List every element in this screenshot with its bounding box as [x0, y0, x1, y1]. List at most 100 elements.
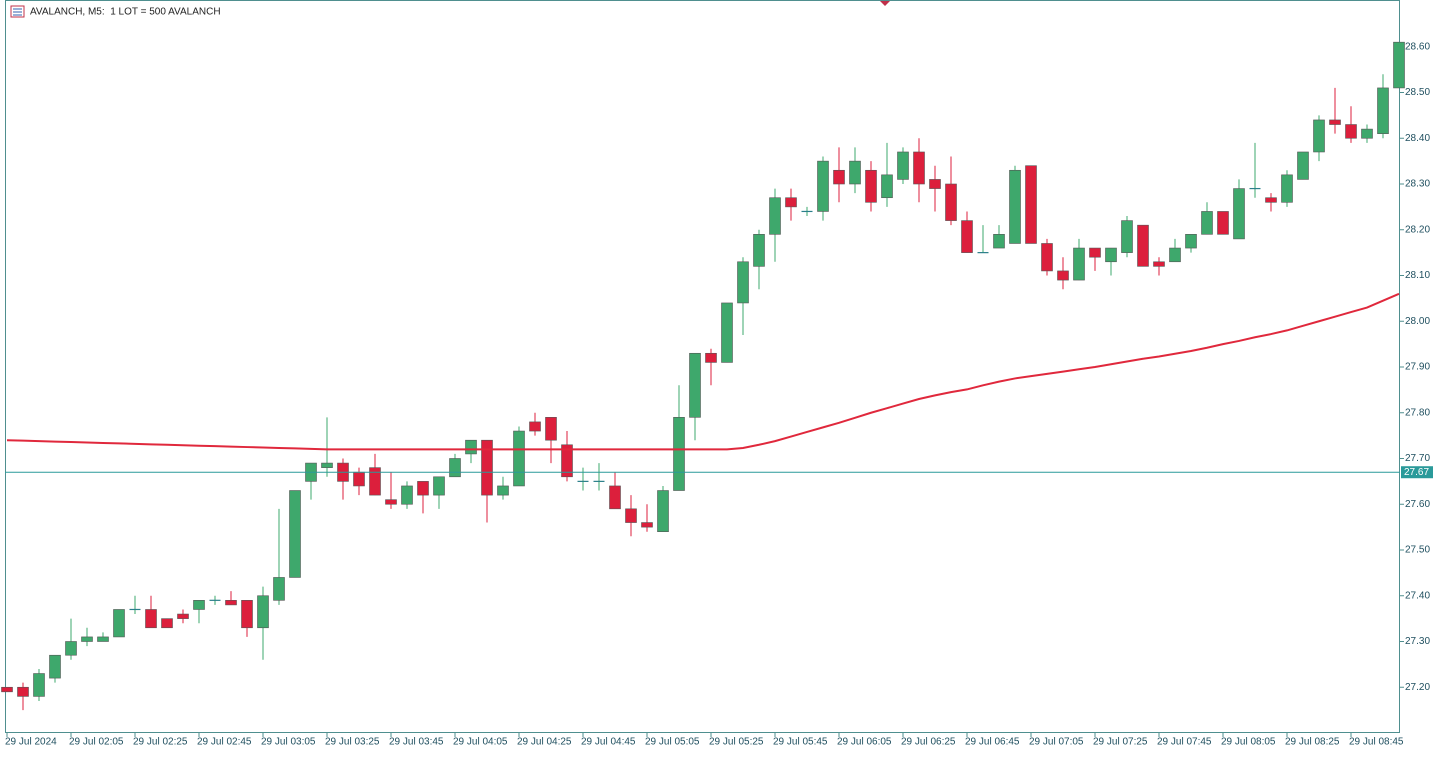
- y-tick-label: 28.20: [1405, 224, 1430, 235]
- candle-body: [673, 417, 685, 491]
- x-tick-label: 29 Jul 08:05: [1221, 737, 1276, 748]
- y-tick-label: 28.00: [1405, 316, 1430, 327]
- candle-body: [689, 352, 701, 418]
- candle-body: [289, 490, 301, 578]
- candle-body: [561, 444, 573, 478]
- candle-body: [993, 234, 1005, 249]
- x-tick-label: 29 Jul 06:05: [837, 737, 892, 748]
- candle-body: [145, 609, 157, 629]
- candle-body: [785, 197, 797, 208]
- x-tick-label: 29 Jul 07:05: [1029, 737, 1084, 748]
- x-tick-label: 29 Jul 06:25: [901, 737, 956, 748]
- candle-body: [1297, 151, 1309, 180]
- candle-body: [737, 261, 749, 304]
- y-tick-label: 27.90: [1405, 362, 1430, 373]
- y-tick-label: 27.40: [1405, 590, 1430, 601]
- y-tick-label: 28.30: [1405, 179, 1430, 190]
- x-tick-label: 29 Jul 08:45: [1349, 737, 1404, 748]
- candle-body: [1281, 174, 1293, 203]
- x-tick-label: 29 Jul 06:45: [965, 737, 1020, 748]
- candle-body: [273, 577, 285, 601]
- candle-body: [753, 234, 765, 267]
- candle-body: [913, 151, 925, 185]
- candle-body: [1361, 128, 1373, 139]
- candle-body: [97, 636, 109, 642]
- y-tick-label: 28.60: [1405, 41, 1430, 52]
- candle-body: [81, 636, 93, 642]
- candle-body: [1089, 247, 1101, 258]
- x-tick-label: 29 Jul 07:25: [1093, 737, 1148, 748]
- candle-body: [929, 179, 941, 189]
- candle-body: [881, 174, 893, 199]
- candle-body: [545, 417, 557, 441]
- x-tick-label: 29 Jul 03:45: [389, 737, 444, 748]
- candle-body: [1377, 87, 1389, 134]
- candle-body: [1185, 234, 1197, 249]
- x-tick-label: 29 Jul 04:05: [453, 737, 508, 748]
- candle-body: [1233, 188, 1245, 240]
- x-tick-label: 29 Jul 04:45: [581, 737, 636, 748]
- candle-body: [1201, 211, 1213, 235]
- candle-body: [465, 439, 477, 455]
- candle-body: [241, 600, 253, 629]
- candle-body: [433, 476, 445, 496]
- candle-body: [449, 458, 461, 478]
- current-price-label: 27.67: [1404, 467, 1429, 478]
- candle-body: [1121, 220, 1133, 253]
- candle-body: [833, 169, 845, 185]
- candle-body: [1137, 224, 1149, 267]
- candle-body: [1169, 247, 1181, 263]
- candle-body: [1041, 243, 1053, 272]
- candle-body: [1265, 197, 1277, 203]
- candle-body: [529, 421, 541, 432]
- candle-body: [705, 352, 717, 363]
- candle-body: [961, 220, 973, 253]
- candle-body: [321, 462, 333, 468]
- candle-body: [817, 160, 829, 212]
- candle-body: [353, 471, 365, 487]
- candle-body: [417, 481, 429, 496]
- y-tick-label: 27.70: [1405, 453, 1430, 464]
- candle-body: [225, 600, 237, 606]
- y-tick-label: 28.50: [1405, 87, 1430, 98]
- x-tick-label: 29 Jul 05:45: [773, 737, 828, 748]
- moving-average: [6, 292, 1400, 451]
- candle-body: [193, 600, 205, 610]
- candle-body: [849, 160, 861, 185]
- x-tick-label: 29 Jul 02:25: [133, 737, 188, 748]
- candle-body: [401, 485, 413, 505]
- x-tick-label: 29 Jul 07:45: [1157, 737, 1212, 748]
- x-tick-label: 29 Jul 08:25: [1285, 737, 1340, 748]
- current-price-box: [1401, 466, 1433, 479]
- candle-body: [1057, 270, 1069, 281]
- marker: [880, 1, 890, 6]
- candle-body: [625, 508, 637, 523]
- x-tick-label: 29 Jul 02:05: [69, 737, 124, 748]
- x-tick-label: 29 Jul 02:45: [197, 737, 252, 748]
- y-tick-label: 27.80: [1405, 407, 1430, 418]
- candle-body: [1105, 247, 1117, 263]
- candle-body: [17, 686, 29, 697]
- y-tick-label: 27.60: [1405, 499, 1430, 510]
- x-tick-label: 29 Jul 2024: [5, 737, 57, 748]
- candle-body: [865, 169, 877, 203]
- candle-body: [257, 595, 269, 629]
- candle-body: [1217, 211, 1229, 235]
- x-tick-label: 29 Jul 05:25: [709, 737, 764, 748]
- candle-body: [1009, 169, 1021, 244]
- candle-body: [33, 673, 45, 697]
- candle-body: [1153, 261, 1165, 267]
- y-tick-label: 28.10: [1405, 270, 1430, 281]
- candle-body: [177, 613, 189, 619]
- candle-body: [897, 151, 909, 180]
- x-tick-label: 29 Jul 03:05: [261, 737, 316, 748]
- candle-body: [1, 686, 13, 693]
- candle-body: [641, 522, 653, 528]
- candle-body: [1329, 119, 1341, 125]
- candle-body: [945, 183, 957, 221]
- y-tick-label: 27.20: [1405, 682, 1430, 693]
- candle-body: [481, 439, 493, 496]
- x-tick-label: 29 Jul 03:25: [325, 737, 380, 748]
